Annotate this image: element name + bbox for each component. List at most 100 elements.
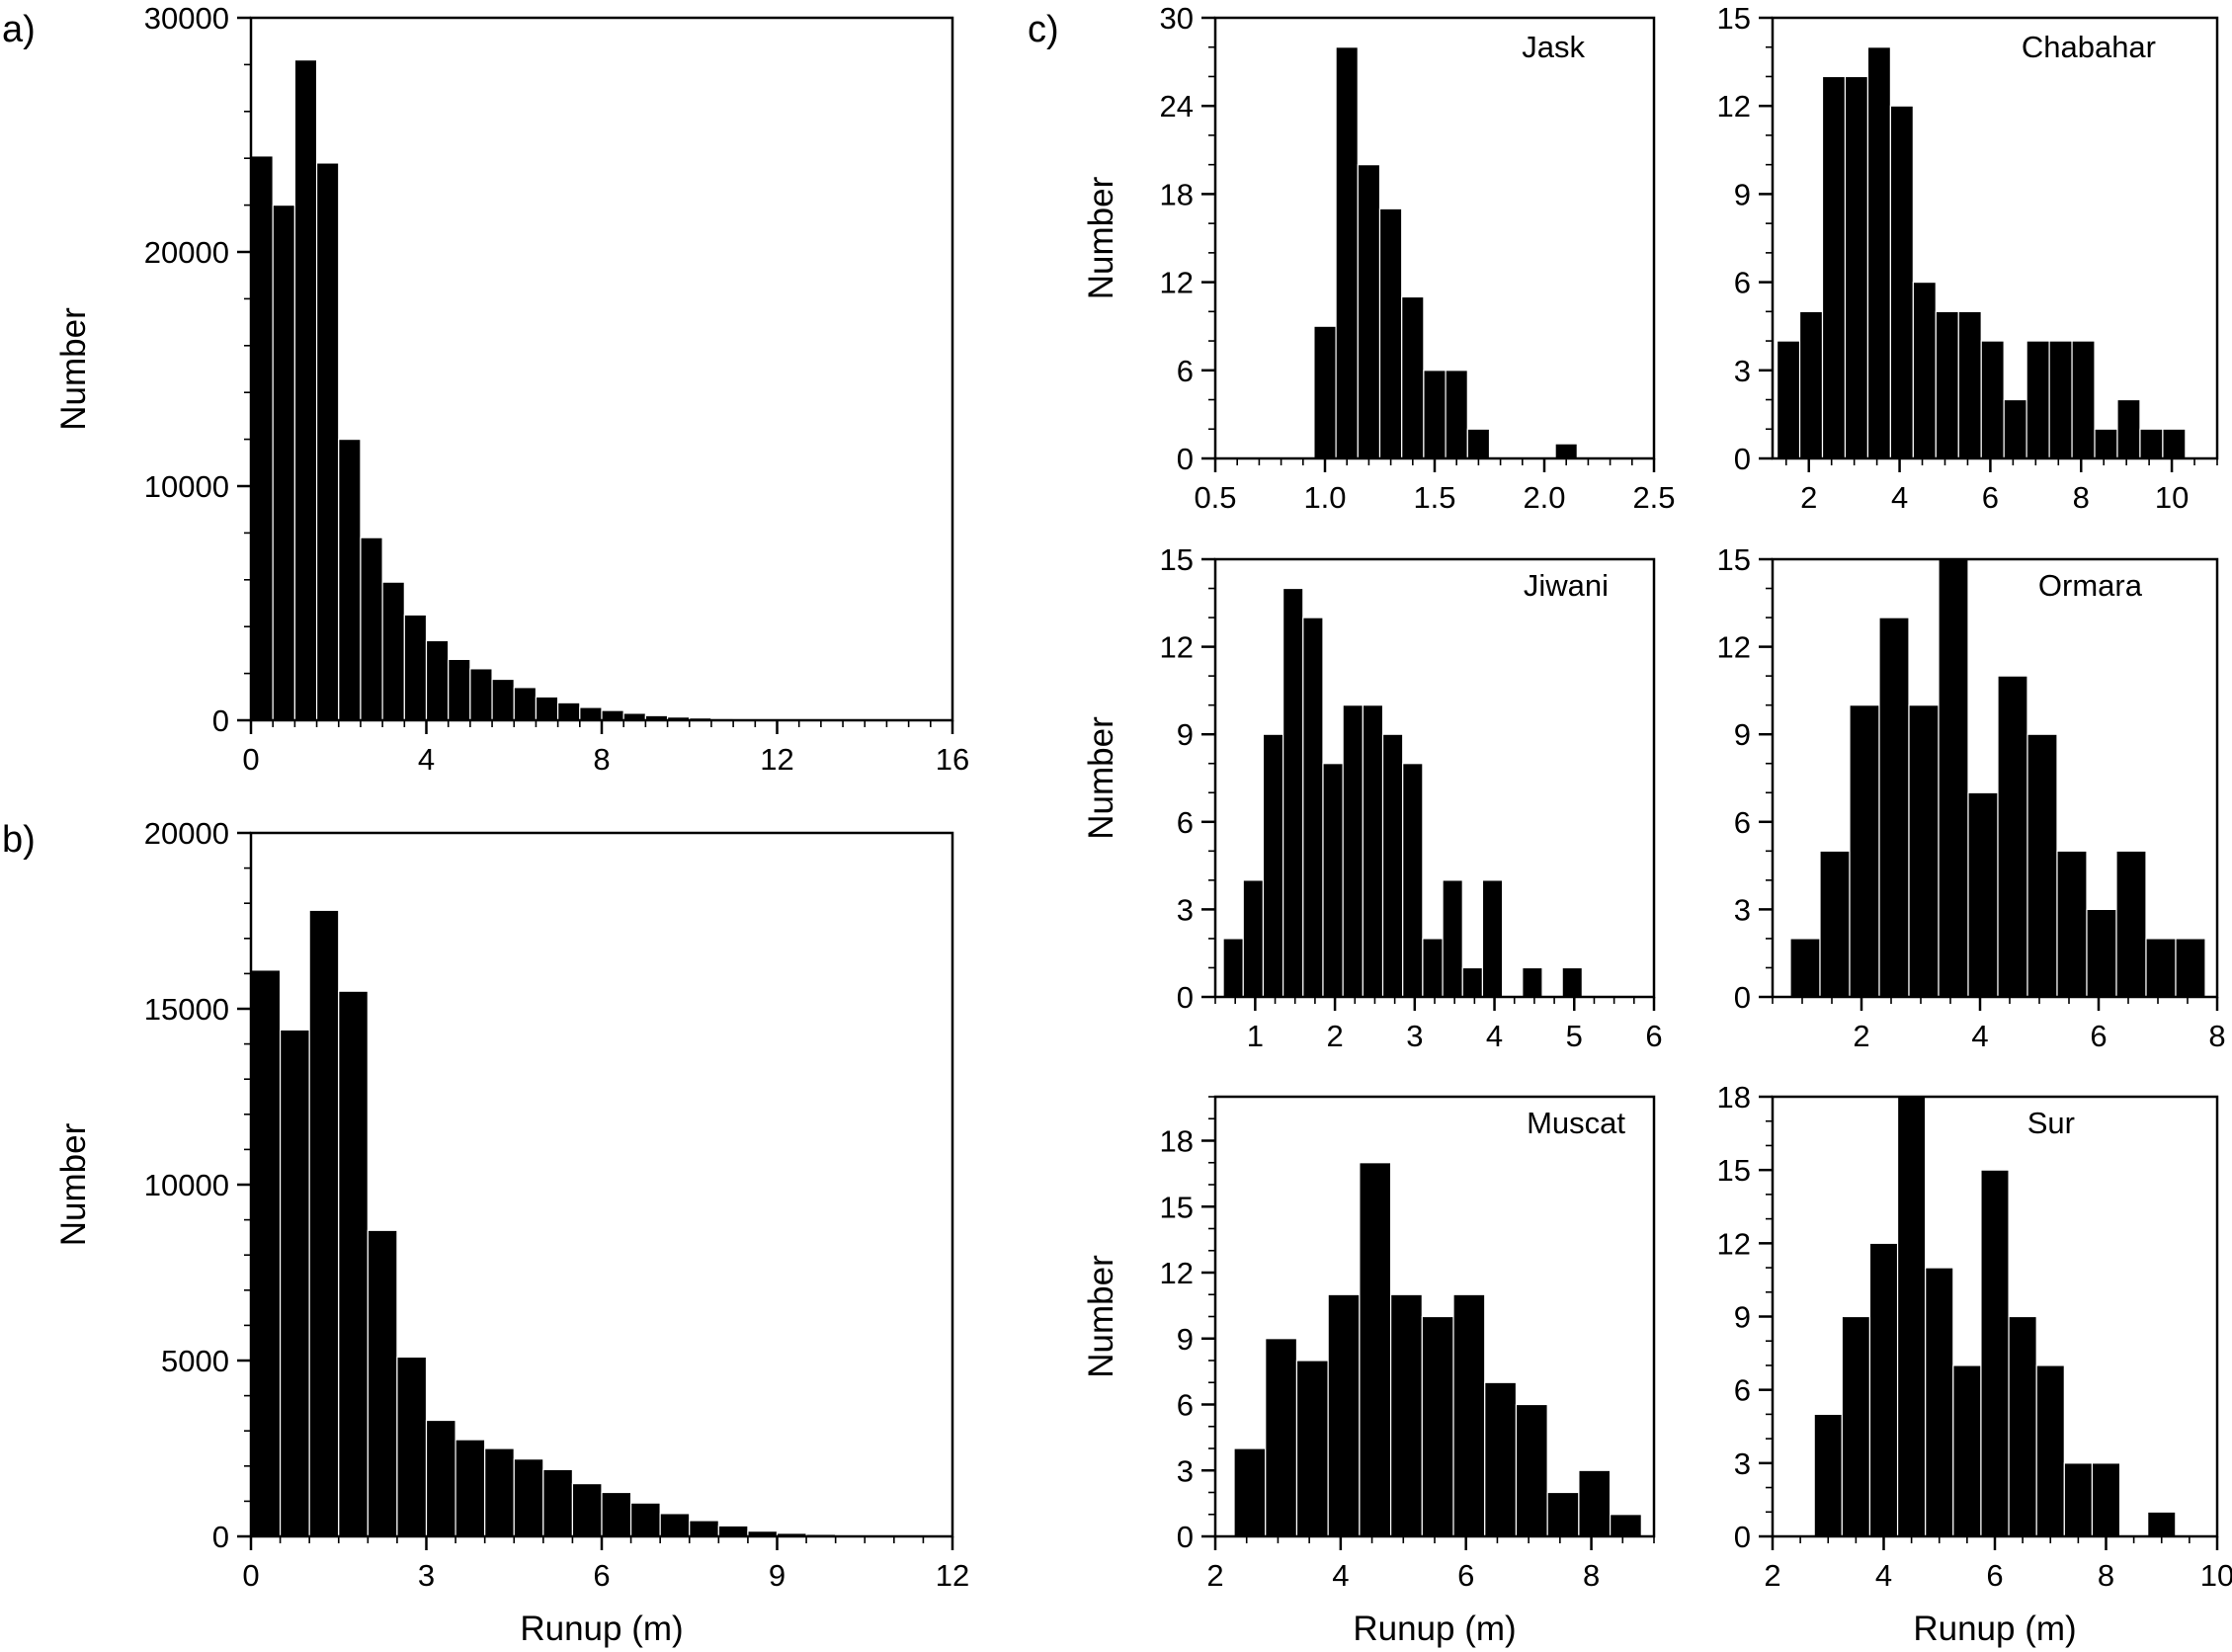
sur-bar bbox=[1925, 1267, 1954, 1537]
jiwani-bar bbox=[1262, 733, 1284, 998]
ormara-bar bbox=[2026, 733, 2058, 998]
chabahar-x-tick-label: 4 bbox=[1891, 480, 1908, 515]
chabahar-bar bbox=[2071, 340, 2096, 459]
ormara-y-tick-label: 15 bbox=[1717, 542, 1751, 577]
sur-x-tick-label: 2 bbox=[1764, 1558, 1780, 1593]
a-bar bbox=[381, 581, 405, 721]
muscat-bar bbox=[1546, 1491, 1580, 1537]
chabahar-bar bbox=[2116, 398, 2141, 459]
b-bar bbox=[425, 1419, 456, 1537]
jask-x-tick-label: 2.5 bbox=[1632, 480, 1675, 515]
jiwani-y-tick-label: 3 bbox=[1177, 892, 1194, 927]
b-bar bbox=[717, 1525, 749, 1537]
ormara-bar bbox=[2056, 850, 2088, 998]
chabahar-y-tick-label: 0 bbox=[1734, 442, 1751, 476]
b-bar bbox=[279, 1029, 310, 1537]
b-x-tick-label: 9 bbox=[769, 1558, 785, 1593]
jask-y-tick-label: 24 bbox=[1160, 89, 1194, 124]
b-y-tick-label: 5000 bbox=[161, 1344, 229, 1378]
jask-y-axis-title: Number bbox=[1082, 176, 1120, 299]
jiwani-y-axis-title: Number bbox=[1082, 716, 1120, 840]
jiwani-bar bbox=[1381, 733, 1404, 998]
a-x-tick-label: 8 bbox=[593, 742, 610, 777]
a-bar bbox=[425, 639, 450, 721]
jiwani-x-tick-label: 6 bbox=[1645, 1019, 1662, 1053]
chabahar-bar bbox=[2048, 340, 2073, 459]
jask-x-tick-label: 0.5 bbox=[1194, 480, 1236, 515]
muscat-x-tick-label: 4 bbox=[1332, 1558, 1349, 1593]
sur-y-tick-label: 15 bbox=[1717, 1153, 1751, 1188]
ormara-bar bbox=[2145, 938, 2177, 998]
muscat-y-tick-label: 0 bbox=[1177, 1520, 1194, 1554]
chabahar-bar bbox=[1957, 310, 1982, 459]
sur-bar bbox=[2063, 1462, 2094, 1537]
jiwani-bar bbox=[1302, 617, 1324, 998]
sur-bar bbox=[2008, 1315, 2037, 1537]
sur-bar bbox=[1813, 1413, 1843, 1537]
a-x-tick-label: 16 bbox=[936, 742, 969, 777]
jask-x-tick-label: 1.5 bbox=[1413, 480, 1455, 515]
jiwani-bar bbox=[1322, 763, 1344, 998]
sur-y-tick-label: 12 bbox=[1717, 1226, 1751, 1261]
muscat-x-tick-label: 2 bbox=[1206, 1558, 1223, 1593]
a-bar bbox=[513, 687, 537, 721]
muscat-bar bbox=[1359, 1162, 1392, 1537]
ormara-bar bbox=[1878, 617, 1910, 998]
b-bar bbox=[308, 909, 340, 1537]
jask-y-tick-label: 0 bbox=[1177, 442, 1194, 476]
ormara-bar bbox=[2086, 908, 2117, 998]
jiwani-site-label: Jiwani bbox=[1524, 568, 1609, 603]
muscat-bar bbox=[1578, 1469, 1612, 1537]
ormara-plot-frame bbox=[1771, 557, 2219, 999]
b-bar bbox=[629, 1502, 661, 1537]
b-bar bbox=[689, 1520, 719, 1537]
b-x-tick-label: 0 bbox=[242, 1558, 259, 1593]
ormara-x-tick-label: 6 bbox=[2090, 1019, 2107, 1053]
ormara-bar bbox=[1789, 938, 1821, 998]
chabahar-y-tick-label: 15 bbox=[1717, 1, 1751, 36]
chabahar-x-tick-label: 2 bbox=[1800, 480, 1817, 515]
sur-y-tick-label: 3 bbox=[1734, 1446, 1751, 1481]
jiwani-bar bbox=[1402, 763, 1424, 998]
b-bar bbox=[659, 1513, 691, 1537]
a-x-tick-label: 12 bbox=[760, 742, 793, 777]
muscat-y-tick-label: 15 bbox=[1160, 1190, 1194, 1224]
chabahar-x-tick-label: 8 bbox=[2073, 480, 2090, 515]
b-y-tick-label: 20000 bbox=[144, 816, 229, 851]
ormara-bar bbox=[1967, 791, 1999, 998]
chabahar-bar bbox=[1980, 340, 2005, 459]
b-panel-label: b) bbox=[2, 819, 36, 861]
jiwani-bar bbox=[1561, 966, 1583, 998]
sur-y-tick-label: 18 bbox=[1717, 1080, 1751, 1115]
b-y-tick-label: 10000 bbox=[144, 1168, 229, 1202]
jiwani-bar bbox=[1242, 879, 1265, 998]
muscat-x-axis-title: Runup (m) bbox=[1353, 1610, 1516, 1648]
b-y-tick-label: 15000 bbox=[144, 992, 229, 1027]
muscat-bar bbox=[1452, 1293, 1486, 1537]
jask-y-tick-label: 18 bbox=[1160, 177, 1194, 211]
a-bar bbox=[272, 205, 295, 721]
b-bar bbox=[396, 1356, 428, 1537]
sur-bar bbox=[1896, 1096, 1927, 1537]
sur-bar bbox=[2091, 1462, 2121, 1537]
jiwani-x-tick-label: 3 bbox=[1406, 1019, 1423, 1053]
jiwani-bar bbox=[1481, 879, 1504, 998]
chabahar-bar bbox=[1912, 282, 1937, 459]
a-bar bbox=[338, 439, 362, 721]
muscat-y-tick-label: 18 bbox=[1160, 1124, 1194, 1159]
jiwani-bar bbox=[1362, 704, 1384, 998]
jiwani-bar bbox=[1422, 938, 1444, 998]
muscat-bar bbox=[1265, 1338, 1298, 1537]
b-bar bbox=[571, 1482, 603, 1537]
a-bar bbox=[535, 696, 559, 721]
b-y-axis-title: Number bbox=[54, 1122, 93, 1246]
ormara-y-tick-label: 3 bbox=[1734, 892, 1751, 927]
sur-bar bbox=[1841, 1315, 1871, 1537]
muscat-y-tick-label: 12 bbox=[1160, 1256, 1194, 1290]
b-x-tick-label: 6 bbox=[593, 1558, 610, 1593]
jiwani-bar bbox=[1442, 879, 1463, 998]
muscat-bar bbox=[1484, 1381, 1518, 1537]
muscat-bar bbox=[1515, 1403, 1548, 1537]
muscat-bar bbox=[1389, 1293, 1423, 1537]
